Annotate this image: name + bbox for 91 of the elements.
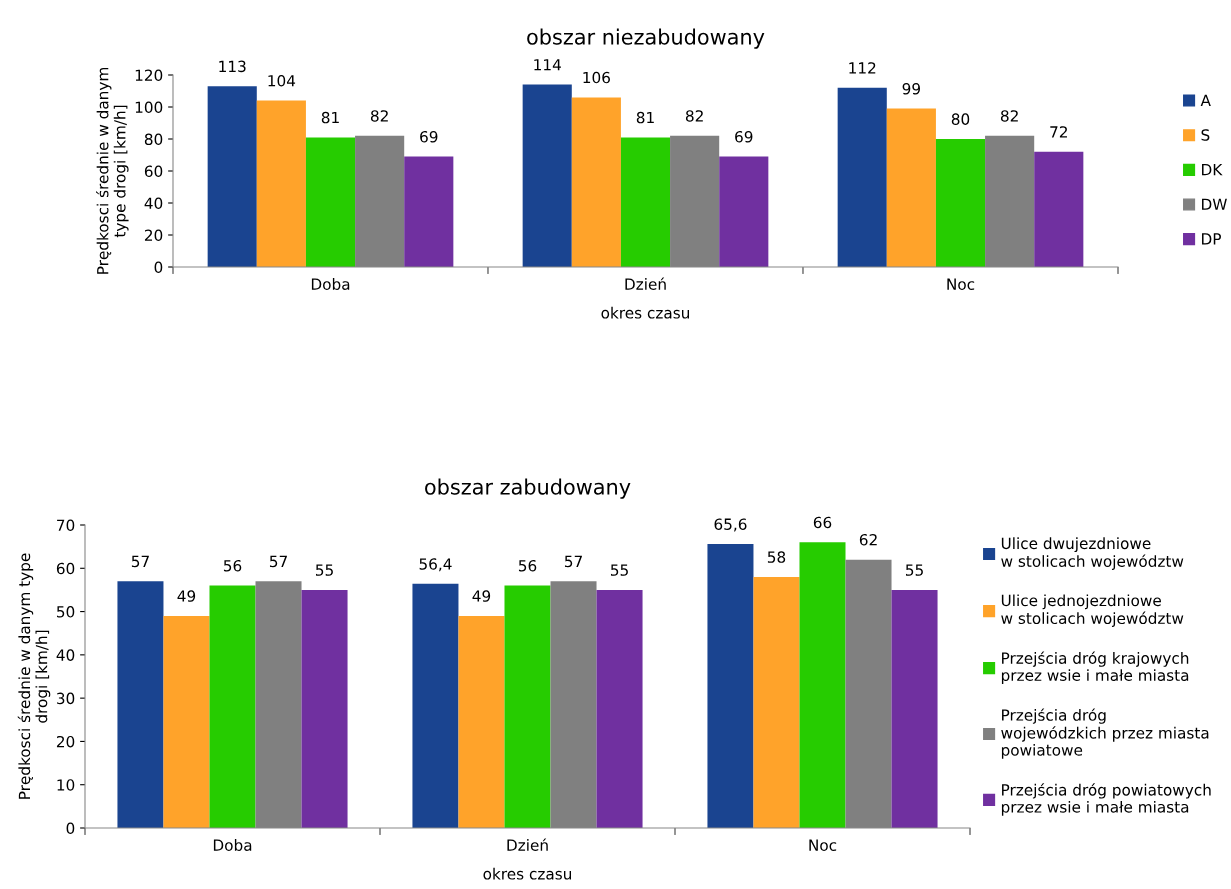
bar — [620, 137, 671, 267]
data-label: 99 — [902, 82, 921, 95]
data-label: 106 — [583, 71, 610, 84]
data-label: 57 — [564, 555, 582, 568]
y-axis-title: Prędkosci średnie w danym type drogi [km/h] — [96, 67, 129, 274]
bar — [256, 100, 306, 267]
data-label: 49 — [177, 590, 196, 602]
x-tick-label: Doba — [213, 839, 252, 851]
data-label: 57 — [269, 555, 287, 568]
bar — [207, 86, 257, 267]
data-label: 55 — [316, 564, 333, 576]
data-label: 82 — [685, 110, 703, 122]
y-tick-label: 30 — [57, 692, 75, 705]
bar — [799, 542, 846, 828]
x-axis-title: okres czasu — [483, 867, 571, 880]
bar — [719, 156, 769, 267]
data-label: 114 — [534, 59, 561, 71]
y-axis-title: Prędkosci średnie w danym type drogi [km/h] — [17, 553, 51, 799]
x-tick-label: Dzień — [625, 277, 666, 290]
legend-label: DW — [1202, 198, 1227, 210]
bar — [571, 97, 621, 267]
x-tick-label: Dzień — [507, 838, 548, 851]
bar — [504, 585, 551, 828]
data-label: 82 — [370, 110, 388, 122]
data-label: 81 — [321, 111, 339, 124]
legend-label: S — [1201, 129, 1210, 141]
data-label: 56,4 — [419, 558, 452, 572]
data-label: 112 — [849, 62, 876, 74]
bar — [209, 585, 256, 828]
y-tick-label: 20 — [56, 735, 75, 748]
legend-label: Przejścia dróg wojewódzkich przez miasta powiatowe — [1001, 708, 1209, 759]
bar — [404, 156, 454, 267]
bar — [753, 576, 800, 828]
chart-title: obszar niezabudowany — [527, 28, 765, 49]
data-label: 80 — [951, 113, 970, 125]
data-label: 66 — [813, 516, 832, 529]
legend-label: Ulice dwujezdniowe w stolicach województw — [1001, 537, 1184, 570]
data-label: 69 — [735, 130, 753, 143]
y-tick-label: 10 — [57, 779, 75, 791]
bar — [886, 108, 936, 267]
y-tick-label: 0 — [154, 261, 163, 274]
legend-label: DK — [1202, 164, 1223, 176]
bar — [301, 589, 348, 828]
bar — [1034, 151, 1084, 267]
legend-label: Przejścia dróg krajowych przez wsie i małe miasta — [1001, 651, 1189, 684]
bar — [117, 581, 164, 828]
data-label: 55 — [906, 564, 923, 576]
legend-label: Przejścia dróg powiatowych przez wsie i małe miasta — [1001, 783, 1211, 816]
bar — [891, 589, 938, 828]
data-label: 62 — [859, 534, 877, 546]
y-tick-label: 60 — [144, 165, 163, 178]
data-label: 49 — [472, 590, 491, 602]
y-tick-label: 70 — [57, 519, 75, 532]
y-tick-label: 40 — [56, 649, 75, 661]
x-tick-label: Noc — [947, 278, 975, 290]
data-label: 56 — [223, 559, 242, 572]
y-tick-label: 60 — [56, 562, 75, 575]
data-label: 113 — [219, 60, 246, 73]
bar — [596, 589, 643, 828]
legend-label: A — [1200, 94, 1211, 106]
y-tick-label: 80 — [144, 133, 163, 146]
bar — [458, 615, 505, 828]
data-label: 65,6 — [714, 518, 747, 532]
legend-label: Ulice jednojezdniowe w stolicach województw — [1001, 594, 1184, 627]
y-tick-label: 100 — [135, 101, 163, 114]
y-tick-label: 40 — [144, 197, 163, 210]
data-label: 57 — [131, 555, 149, 568]
legend-label: DP — [1202, 233, 1221, 245]
data-label: 72 — [1050, 126, 1067, 138]
y-tick-label: 20 — [144, 229, 163, 242]
chart-title: obszar zabudowany — [425, 478, 631, 499]
bar — [522, 84, 572, 267]
bar — [707, 544, 754, 828]
y-tick-label: 50 — [57, 606, 75, 618]
data-label: 104 — [268, 74, 296, 87]
y-tick-label: 120 — [135, 69, 163, 82]
bar — [837, 87, 887, 267]
bar — [305, 137, 356, 267]
data-label: 81 — [636, 111, 654, 124]
x-tick-label: Doba — [311, 278, 350, 290]
data-label: 58 — [767, 551, 786, 563]
x-tick-label: Noc — [809, 839, 837, 851]
bar — [935, 139, 986, 267]
bar — [412, 583, 459, 828]
x-axis-title: okres czasu — [601, 306, 689, 319]
data-label: 69 — [420, 130, 438, 143]
data-label: 82 — [1000, 110, 1018, 122]
bar — [163, 615, 210, 828]
data-label: 55 — [611, 564, 628, 576]
y-tick-label: 0 — [66, 822, 75, 835]
data-label: 56 — [518, 559, 537, 572]
